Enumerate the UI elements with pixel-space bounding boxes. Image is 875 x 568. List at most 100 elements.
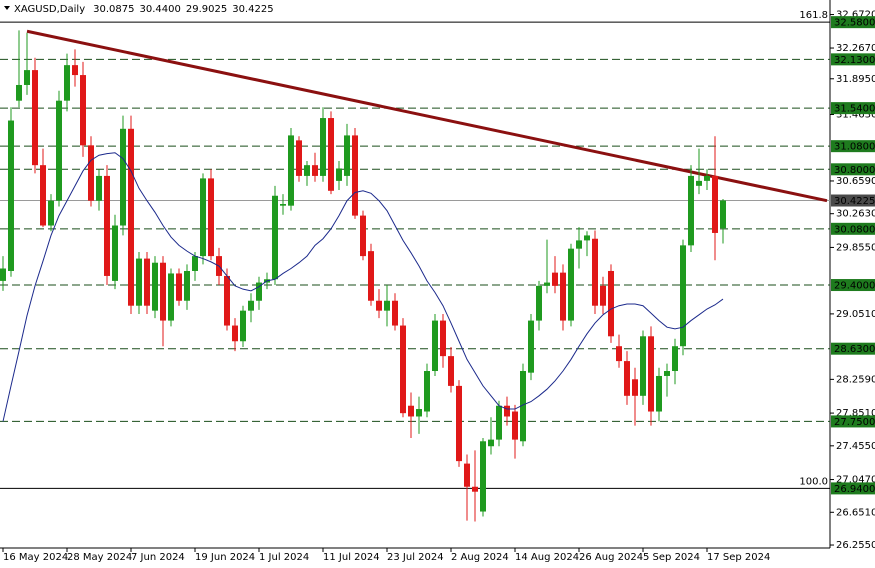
x-tick-label: 2 Aug 2024	[451, 552, 509, 563]
level-label: 30.8000	[834, 165, 875, 176]
candle-body	[304, 165, 310, 176]
y-tick-label: 26.6510	[836, 507, 875, 518]
candle-body	[408, 405, 414, 417]
candle-body	[208, 178, 214, 257]
candle-body	[248, 300, 254, 311]
moving-average	[2, 152, 724, 422]
candle-body	[712, 175, 718, 233]
level-box	[831, 194, 875, 207]
y-tick-label: 27.8510	[836, 408, 875, 419]
candle-body	[672, 346, 678, 372]
level-label: 27.7500	[834, 417, 875, 428]
candle-body	[560, 272, 566, 321]
y-tick-label: 28.2590	[836, 374, 875, 385]
level-box	[831, 415, 875, 428]
candle-body	[48, 200, 54, 226]
x-tick-label: 14 Aug 2024	[515, 552, 579, 563]
candle-body	[504, 405, 510, 417]
candle-body	[696, 180, 702, 186]
fib-label: 161.8	[799, 10, 828, 21]
candle-body	[24, 70, 30, 85]
candle-body	[688, 175, 694, 246]
candle-body	[120, 128, 126, 226]
candle-body	[544, 282, 550, 286]
x-tick-label: 11 Jul 2024	[323, 552, 380, 563]
quote-value: 30.4225	[232, 4, 273, 15]
candle-body	[584, 235, 590, 241]
candle-body	[64, 65, 70, 101]
candle-body	[344, 135, 350, 176]
menu-arrow	[4, 6, 10, 10]
candle-body	[88, 145, 94, 201]
candle-body	[8, 120, 14, 271]
candle-body	[640, 336, 646, 396]
candle-body	[160, 262, 166, 321]
x-tick-label: 1 Jul 2024	[259, 552, 309, 563]
candle-body	[336, 168, 342, 181]
candle-body	[416, 409, 422, 417]
level-box	[831, 140, 875, 153]
candle-body	[400, 325, 406, 414]
candle-body	[224, 275, 230, 326]
candle-body	[616, 346, 622, 362]
level-box	[831, 482, 875, 495]
candle-body	[600, 285, 606, 306]
candle-body	[360, 215, 366, 257]
candle-body	[536, 285, 542, 321]
level-label: 26.9400	[834, 484, 875, 495]
candle-body	[608, 270, 614, 337]
x-tick-label: 19 Jun 2024	[195, 552, 255, 563]
candle-body	[680, 245, 686, 347]
symbol: XAGUSD,Daily	[14, 4, 85, 15]
level-label: 28.6300	[834, 344, 875, 355]
candle-body	[512, 411, 518, 440]
trendline	[26, 29, 828, 203]
x-tick-label: 16 May 2024	[3, 552, 68, 563]
candle-body	[72, 65, 78, 76]
candle-body	[704, 175, 710, 181]
candle-body	[112, 225, 118, 281]
level-box	[831, 163, 875, 176]
candle-body	[16, 84, 22, 101]
level-label: 30.4225	[834, 196, 875, 207]
candle-body	[272, 195, 278, 280]
candle-body	[720, 200, 726, 229]
candle-body	[528, 320, 534, 373]
candle-body	[96, 175, 102, 201]
candle-body	[624, 361, 630, 396]
y-tick-label: 30.2630	[836, 209, 875, 220]
candle-body	[232, 325, 238, 342]
candle-body	[280, 204, 286, 206]
candle-body	[432, 320, 438, 372]
candle-body	[200, 178, 206, 257]
y-tick-label: 29.8550	[836, 242, 875, 253]
level-label: 31.5400	[834, 104, 875, 115]
candle-body	[320, 118, 326, 176]
fib-label: 100.0	[799, 476, 828, 487]
candle-body	[288, 135, 294, 206]
candle-body	[656, 375, 662, 412]
quote-value: 30.0875	[93, 4, 134, 15]
candle-body	[312, 165, 318, 176]
y-tick-label: 29.0510	[836, 309, 875, 320]
candle-body	[632, 379, 638, 396]
y-tick-label: 27.0470	[836, 475, 875, 486]
candle-body	[488, 439, 494, 447]
level-label: 32.1300	[834, 55, 875, 66]
candle-body	[240, 310, 246, 342]
candle-body	[80, 75, 86, 146]
level-box	[831, 222, 875, 235]
candle-body	[176, 273, 182, 301]
level-box	[831, 279, 875, 292]
x-tick-label: 5 Sep 2024	[643, 552, 700, 563]
x-tick-label: 28 May 2024	[67, 552, 132, 563]
candle-body	[104, 175, 110, 276]
x-tick-label: 7 Jun 2024	[131, 552, 185, 563]
candle-body	[296, 140, 302, 176]
candle-body	[128, 128, 134, 306]
y-tick-label: 31.4630	[836, 109, 875, 120]
candle-body	[192, 256, 198, 271]
candle-body	[456, 385, 462, 462]
